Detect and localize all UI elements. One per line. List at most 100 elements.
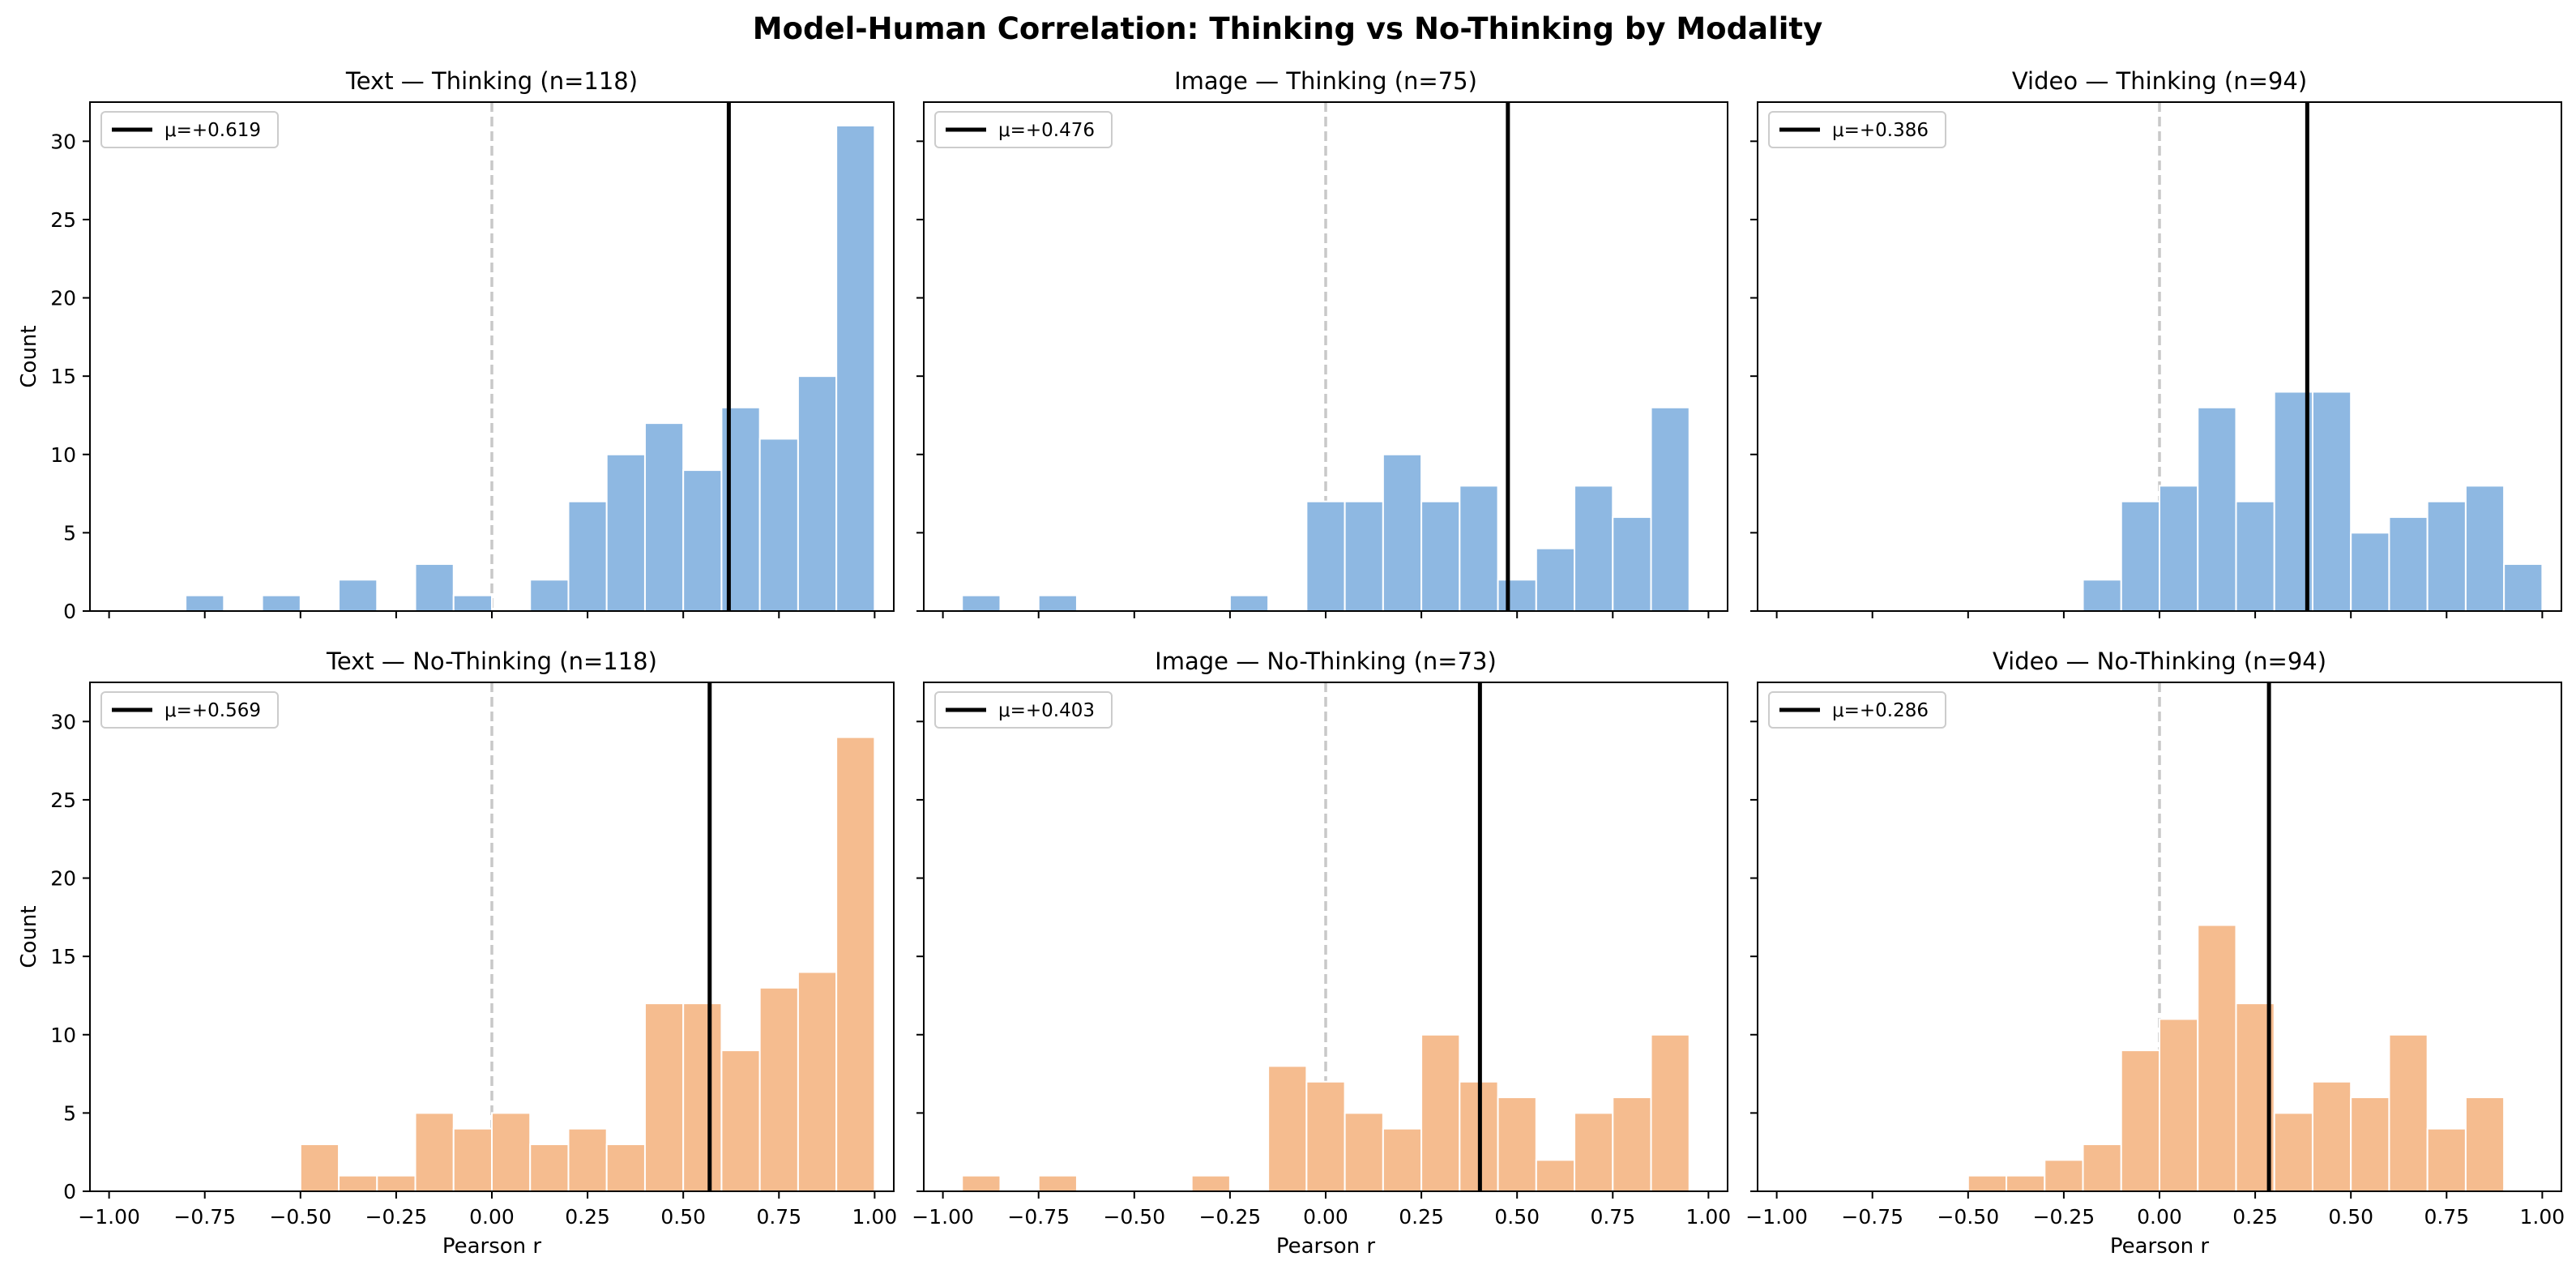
histogram-bar xyxy=(797,375,838,612)
x-tick-label: −0.75 xyxy=(1841,1205,1903,1229)
histogram-bar xyxy=(1267,1065,1308,1193)
histogram-bar xyxy=(299,1143,340,1192)
histogram-bar xyxy=(1535,547,1576,613)
histogram-bar xyxy=(1459,485,1499,613)
panel-title: Text — Thinking (n=118) xyxy=(345,67,638,95)
histogram-bar xyxy=(529,579,570,612)
histogram-bar xyxy=(376,1174,417,1192)
histogram-bar xyxy=(2044,1159,2084,1193)
histogram-bar xyxy=(1305,500,1346,612)
x-axis-label: Pearson r xyxy=(442,1234,542,1259)
histogram-bar xyxy=(2235,500,2275,612)
y-axis-label: Count xyxy=(17,325,41,387)
histogram-bar xyxy=(567,1127,608,1192)
histogram-bar xyxy=(1344,1112,1384,1193)
histogram-bar xyxy=(2197,406,2237,612)
histogram-bar xyxy=(682,469,723,612)
y-axis-label: Count xyxy=(17,905,41,968)
legend-box xyxy=(100,691,279,729)
panel-title: Video — Thinking (n=94) xyxy=(2012,67,2307,95)
histogram-bar xyxy=(529,1143,570,1192)
histogram-bar xyxy=(758,438,799,613)
panel-title: Text — No-Thinking (n=118) xyxy=(326,648,657,675)
histogram-bar xyxy=(2006,1174,2046,1192)
histogram-bar xyxy=(1967,1174,2008,1192)
histogram-bar xyxy=(2120,500,2161,612)
histogram-bar xyxy=(835,124,876,612)
x-tick-label: 0.75 xyxy=(756,1205,801,1229)
histogram-bar xyxy=(2503,563,2544,612)
x-tick-label: −0.75 xyxy=(1007,1205,1070,1229)
histogram-bar xyxy=(185,594,225,613)
histogram-bar xyxy=(2464,1096,2506,1192)
histogram-bar xyxy=(605,1143,646,1192)
histogram-bar xyxy=(2388,516,2429,612)
histogram-bar xyxy=(1574,485,1614,613)
legend-box xyxy=(934,691,1113,729)
histogram-bar xyxy=(1650,1033,1690,1193)
x-tick-label: 0.50 xyxy=(2328,1205,2373,1229)
histogram-bar xyxy=(605,453,646,612)
histogram-bar xyxy=(2311,1080,2352,1192)
histogram-bar xyxy=(1612,516,1652,612)
y-tick-label: 25 xyxy=(50,208,76,232)
histogram-bar xyxy=(1497,1096,1537,1192)
histogram-bar xyxy=(643,1002,685,1192)
panel-title: Image — Thinking (n=75) xyxy=(1174,67,1477,95)
histogram-bar xyxy=(643,422,685,612)
legend: μ=+0.619 xyxy=(100,111,279,148)
chart-panel: Video — Thinking (n=94) μ=+0.386 xyxy=(1750,67,2562,618)
x-tick-label: 0.75 xyxy=(2424,1205,2469,1229)
legend-label: μ=+0.619 xyxy=(164,120,261,141)
x-tick-label: −0.50 xyxy=(269,1205,331,1229)
histogram-bar xyxy=(1612,1096,1652,1192)
y-tick-label: 10 xyxy=(50,443,76,467)
legend-label: μ=+0.286 xyxy=(1832,700,1929,721)
y-tick-label: 30 xyxy=(50,130,76,153)
histogram-bar xyxy=(338,1174,378,1192)
panel-title: Image — No-Thinking (n=73) xyxy=(1155,648,1497,675)
y-tick-label: 15 xyxy=(50,945,76,968)
x-tick-label: 0.00 xyxy=(469,1205,515,1229)
legend: μ=+0.403 xyxy=(934,691,1113,729)
histogram-bar xyxy=(758,986,799,1193)
histogram-bar xyxy=(452,594,493,613)
x-tick-label: −0.75 xyxy=(173,1205,236,1229)
legend-box xyxy=(934,111,1113,148)
chart-panel: Video — No-Thinking (n=94) −1.00 −0.75 −0.5… xyxy=(1745,648,2565,1259)
legend: μ=+0.386 xyxy=(1768,111,1946,148)
y-tick-label: 30 xyxy=(50,710,76,733)
chart-panel: Image — Thinking (n=75) μ=+0.476 xyxy=(916,67,1728,618)
histogram-bar xyxy=(2464,485,2506,613)
legend-label: μ=+0.476 xyxy=(998,120,1095,141)
histogram-bar xyxy=(452,1127,493,1192)
panel-title: Video — No-Thinking (n=94) xyxy=(1993,648,2326,675)
histogram-bar xyxy=(961,594,1002,613)
histogram-bar xyxy=(2082,579,2122,612)
histogram-bar xyxy=(2311,391,2352,612)
x-tick-label: 0.25 xyxy=(565,1205,610,1229)
histogram-bar xyxy=(1344,500,1384,612)
histogram-bar xyxy=(2426,500,2467,612)
chart-panel: Text — Thinking (n=118) 0 5 10 15 20 25 30 Count… xyxy=(17,67,895,623)
histogram-bar xyxy=(961,1174,1002,1192)
histogram-bar xyxy=(1420,500,1461,612)
x-tick-label: 1.00 xyxy=(2520,1205,2565,1229)
y-tick-label: 5 xyxy=(63,1101,76,1125)
legend-label: μ=+0.403 xyxy=(998,700,1095,721)
histogram-bar xyxy=(491,1112,532,1193)
histogram-bar xyxy=(1574,1112,1614,1193)
histogram-bar xyxy=(1037,1174,1078,1192)
histogram-bar xyxy=(567,500,608,612)
legend: μ=+0.286 xyxy=(1768,691,1946,729)
histogram-bar xyxy=(2159,485,2199,613)
legend: μ=+0.569 xyxy=(100,691,279,729)
x-tick-label: 0.00 xyxy=(1303,1205,1348,1229)
x-tick-label: −1.00 xyxy=(912,1205,974,1229)
histogram-bar xyxy=(1190,1174,1231,1192)
y-tick-label: 15 xyxy=(50,365,76,388)
x-axis-label: Pearson r xyxy=(2110,1234,2210,1259)
histogram-bar xyxy=(2082,1143,2122,1192)
histogram-bar xyxy=(414,1112,455,1193)
